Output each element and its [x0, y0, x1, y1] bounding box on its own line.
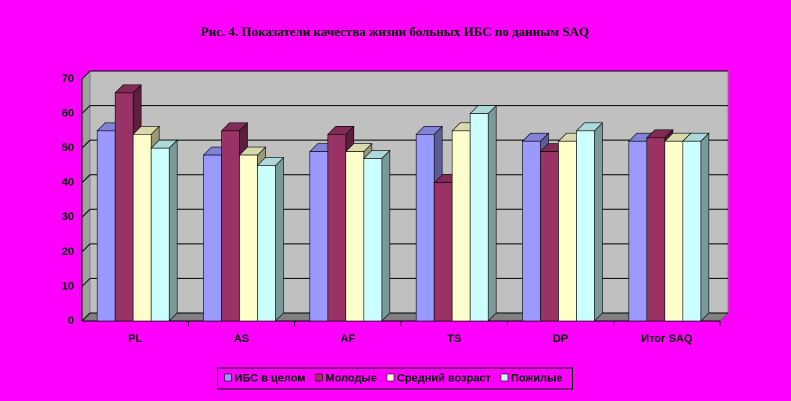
bar-front — [345, 151, 365, 322]
bar — [256, 156, 285, 322]
bar-front — [451, 130, 471, 322]
y-tick-label: 60 — [62, 107, 74, 119]
x-tick-label: AF — [340, 333, 355, 345]
bar — [363, 149, 391, 322]
bar-front — [150, 147, 170, 322]
legend: ИБС в целом Молодые Средний возраст Пожилые — [217, 367, 573, 390]
legend-label: Молодые — [325, 372, 377, 384]
bar-side — [487, 104, 497, 322]
legend-label: Пожилые — [511, 372, 563, 384]
x-tick-label: PL — [128, 333, 142, 345]
bar-front — [664, 140, 684, 322]
bar-front — [522, 140, 541, 322]
bar-front — [221, 130, 240, 322]
bar-front — [469, 113, 489, 322]
bar-side — [594, 122, 603, 322]
bar-front — [96, 130, 116, 322]
bar — [469, 104, 497, 322]
bar-front — [433, 182, 453, 322]
bar-front — [558, 140, 577, 322]
legend-swatch — [224, 373, 232, 382]
bar-front — [646, 137, 666, 322]
y-tick-label: 0 — [68, 315, 74, 327]
y-tick-label: 70 — [62, 73, 74, 85]
bar-front — [132, 134, 152, 322]
legend-box — [217, 367, 573, 390]
bar-front — [114, 92, 134, 322]
legend-swatch — [315, 373, 323, 382]
x-tick-label: Итог SAQ — [641, 333, 693, 345]
bar-front — [327, 134, 347, 322]
y-tick-label: 50 — [62, 142, 74, 154]
x-tick-label: TS — [447, 333, 461, 345]
bar — [150, 139, 178, 322]
grid-line — [81, 312, 91, 322]
bar-front — [239, 154, 258, 322]
bar — [575, 122, 604, 322]
legend-label: Средний возраст — [397, 372, 492, 384]
grid-line — [81, 105, 91, 114]
y-tick-label: 20 — [62, 246, 74, 258]
grid-line — [81, 243, 91, 253]
x-tick-label: DP — [553, 333, 568, 345]
bar-front — [363, 158, 383, 322]
legend-swatch — [386, 373, 395, 382]
bar-side — [168, 139, 178, 322]
bar-front — [540, 151, 559, 322]
chart-title: Рис. 4. Показатели качества жизни больны… — [201, 24, 589, 39]
grid-line — [81, 278, 91, 287]
y-tick-label: 30 — [62, 211, 74, 223]
grid-line — [81, 208, 91, 218]
bar-side — [275, 156, 284, 322]
y-tick-label: 40 — [62, 177, 74, 189]
bar-front — [682, 140, 702, 322]
grid-line — [81, 139, 91, 149]
bar-front — [576, 130, 595, 322]
bar-side — [700, 132, 710, 322]
legend-label: ИБС в целом — [235, 372, 306, 384]
bar-front — [257, 165, 276, 322]
bar — [682, 132, 710, 322]
legend-swatch — [500, 373, 509, 382]
bar-side — [381, 149, 391, 322]
bar-front — [628, 140, 648, 322]
side-wall — [81, 69, 91, 323]
x-tick-label: AS — [234, 333, 249, 345]
grid-line — [81, 70, 91, 80]
bar-front — [203, 154, 222, 322]
y-tick-label: 10 — [62, 280, 74, 292]
grid-line — [81, 174, 91, 184]
bar-front — [415, 134, 435, 322]
bar-front — [309, 151, 329, 322]
